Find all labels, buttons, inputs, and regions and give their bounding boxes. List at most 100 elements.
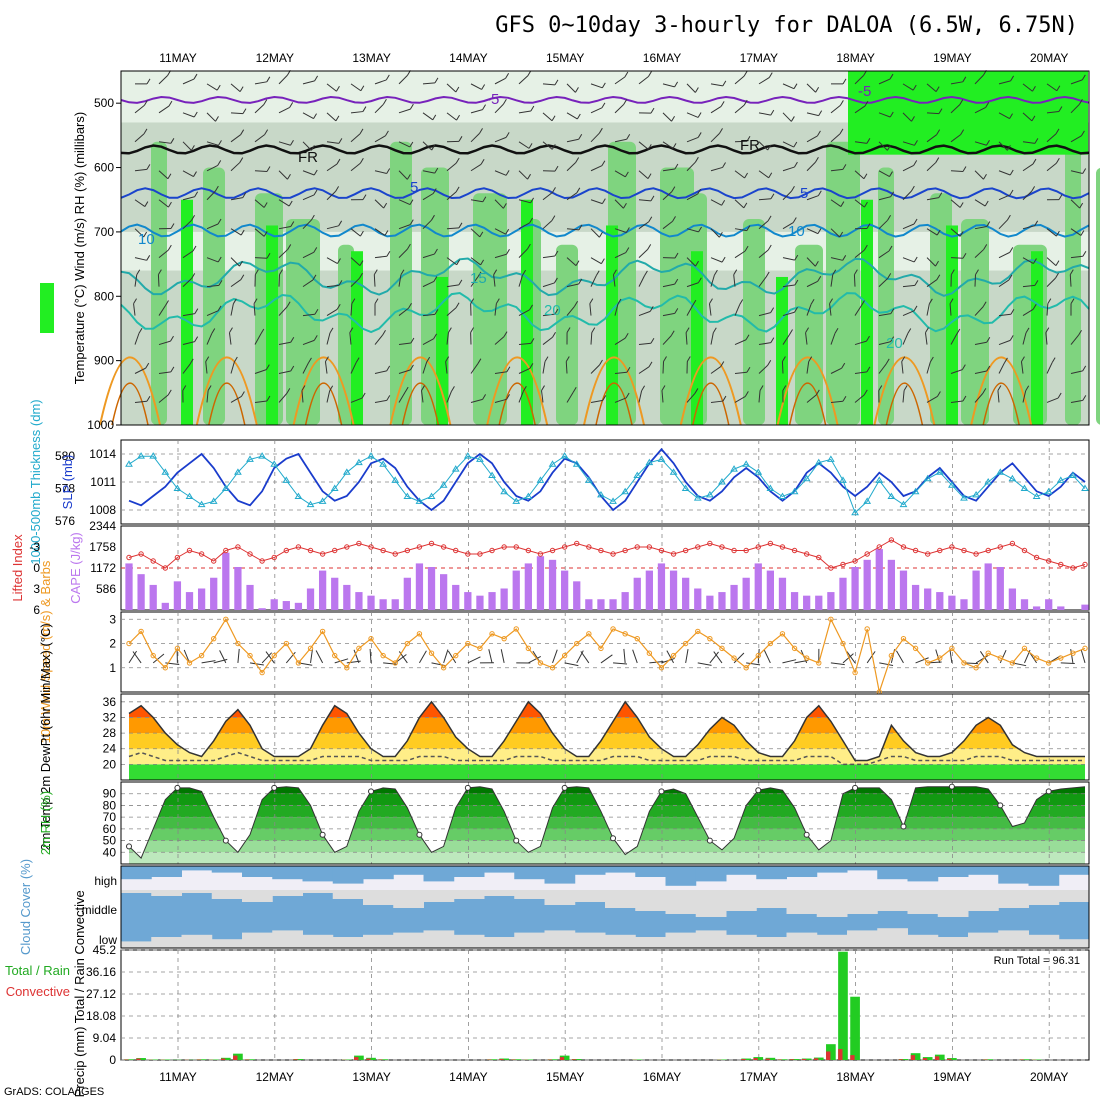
wind-barb-flag: [674, 278, 679, 285]
pressure-tick-label: 800: [94, 289, 114, 303]
wind-barb: [974, 393, 984, 403]
wind-barb-flag: [482, 196, 487, 202]
wind-barb-flag: [502, 203, 507, 209]
wind-barb-flag: [1010, 75, 1015, 82]
thickness-tick: 578: [55, 481, 75, 495]
pressure-tick-label: 700: [94, 225, 114, 239]
thickness-point: [597, 490, 605, 498]
wind-barb-flag: [770, 337, 775, 343]
wind-barb: [398, 391, 406, 403]
wind-barb-flag: [1009, 247, 1014, 253]
wind-barb-flag: [768, 172, 773, 179]
wind-barb: [206, 164, 218, 172]
cloud-low: [151, 937, 182, 948]
wind-barb-flag: [1032, 304, 1037, 310]
cloud-middle-gap: [665, 890, 697, 914]
date-label-top: 17MAY: [740, 51, 778, 65]
wind-barb: [326, 225, 339, 230]
precip-conv-bar: [571, 1059, 577, 1060]
rh-plume: [286, 219, 320, 425]
lifted-index-point: [767, 540, 774, 547]
wind-speed-point: [1021, 645, 1028, 652]
wind-barb-flag: [239, 260, 243, 267]
lifted-index-point: [1045, 558, 1052, 564]
wind-speed-point: [924, 660, 931, 666]
wind-barb: [230, 162, 241, 172]
precip-conv-bar: [934, 1056, 940, 1060]
cape-bar: [972, 570, 980, 610]
wind-barb-flag: [1057, 392, 1062, 399]
precip-tick: 0: [109, 1053, 116, 1067]
wind-barb: [758, 170, 770, 179]
wind-speed-point: [586, 631, 592, 637]
wind-barb: [152, 653, 165, 664]
wind-barb: [278, 249, 289, 259]
wind-barb: [1022, 112, 1033, 122]
wind-barb: [566, 228, 579, 231]
precip-total-bar: [898, 1059, 909, 1060]
lifted-index-point: [755, 544, 761, 550]
wind-barb-flag: [170, 335, 174, 342]
temp-tick: 20: [103, 757, 117, 771]
thickness-point: [294, 492, 303, 500]
thickness-point: [645, 458, 654, 466]
wind-barb-flag: [335, 186, 340, 192]
wind-barb: [782, 166, 795, 172]
lifted-index-point: [634, 544, 640, 550]
wind-barb-flag: [146, 78, 151, 85]
wind-barb-flag: [961, 364, 966, 370]
wind-barb-flag: [863, 173, 868, 180]
wind-barb: [686, 228, 699, 233]
temp-band: [129, 748, 1085, 765]
wind-barb-flag: [832, 269, 837, 276]
wind-barb-flag: [382, 99, 387, 105]
wind-barb: [134, 367, 146, 374]
wind-barb-flag: [314, 75, 319, 82]
wind-barb-flag: [205, 356, 210, 362]
lifted-index-point: [888, 537, 895, 543]
wind-barb: [746, 662, 761, 666]
wind-barb-flag: [886, 145, 891, 151]
precip-total-bar: [487, 1059, 497, 1060]
lifted-index-point: [598, 547, 604, 554]
wind-barb: [219, 650, 227, 664]
rh-saturated: [181, 199, 193, 425]
wind-barb-flag: [481, 84, 486, 90]
wind-barb: [902, 257, 915, 263]
cloud-low: [635, 937, 666, 948]
wind-barb: [422, 170, 435, 174]
wind-barb: [566, 192, 578, 201]
wind-barb-flag: [817, 228, 822, 234]
wind-barb: [878, 363, 887, 374]
isotherm-arch: [304, 382, 343, 426]
wind-barb-flag: [913, 218, 918, 225]
thickness-point: [367, 452, 375, 459]
wind-barb: [1022, 284, 1035, 288]
precip-total-bar: [947, 1058, 957, 1060]
wind-barb-flag: [853, 269, 858, 275]
cape-bar: [524, 563, 532, 610]
wind-barb-flag: [406, 174, 411, 180]
cloud-low: [937, 937, 969, 948]
wind-barb: [374, 399, 387, 403]
rh-saturated: [691, 251, 703, 425]
wind-barb-flag: [794, 306, 798, 313]
cloud-low: [968, 932, 999, 948]
wind-barb: [1080, 649, 1086, 664]
wind-barb: [566, 83, 576, 93]
wind-barb: [398, 307, 409, 316]
cape-bar: [948, 595, 956, 610]
wind-barb-flag: [601, 102, 606, 109]
thickness-point: [137, 452, 145, 459]
wind-barb-flag: [308, 357, 312, 364]
wind-barb-flag: [1025, 385, 1030, 392]
wind-barb-flag: [962, 395, 967, 402]
wind-barb-flag: [1006, 214, 1011, 221]
cape-bar: [875, 549, 883, 610]
wind-barb-flag: [482, 394, 487, 400]
wind-barb-flag: [522, 269, 527, 276]
wind-barb: [470, 398, 483, 403]
wind-barb: [710, 257, 723, 263]
thickness-point: [693, 494, 702, 501]
wind-barb: [614, 228, 627, 233]
